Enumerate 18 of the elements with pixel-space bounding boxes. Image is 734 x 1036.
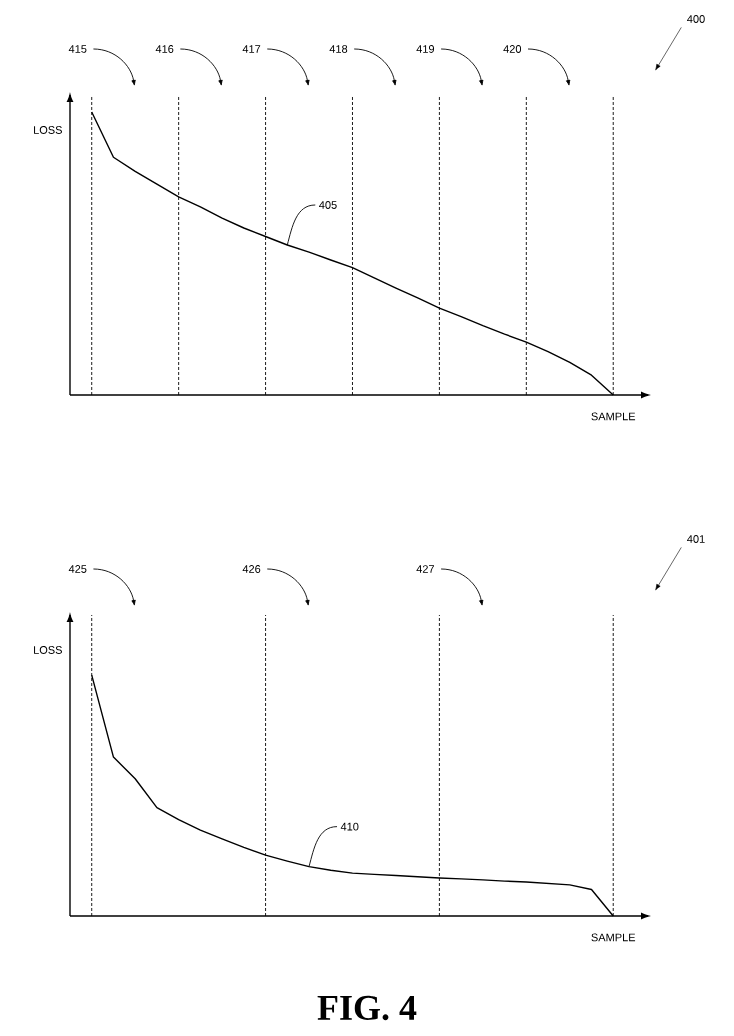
- y-axis-title: LOSS: [34, 126, 62, 134]
- y-axis-title: LOSS: [34, 646, 62, 654]
- text: 417: [242, 45, 261, 53]
- x-axis-title: SAMPLE: [591, 412, 636, 421]
- text: 415: [68, 45, 87, 53]
- text: 418: [329, 45, 348, 53]
- text: 426: [242, 565, 261, 573]
- text: 420: [503, 45, 522, 53]
- text: 401: [687, 535, 705, 543]
- text: 427: [416, 565, 435, 573]
- text: 416: [155, 45, 174, 53]
- text: 419: [416, 45, 435, 53]
- text: 400: [687, 15, 705, 23]
- caption: FIG. 4: [317, 995, 417, 1021]
- text: 425: [68, 565, 87, 573]
- annotation: 405: [319, 201, 337, 209]
- annotation: 410: [340, 822, 359, 831]
- x-axis-title: SAMPLE: [591, 933, 636, 942]
